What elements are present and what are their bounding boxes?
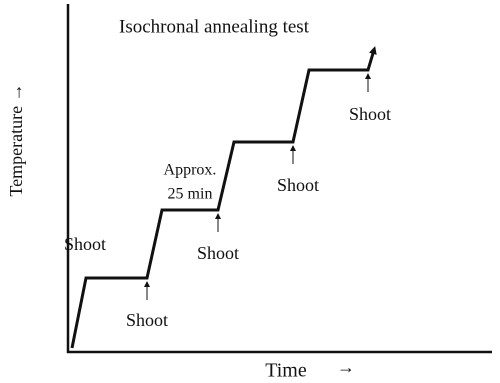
shoot-label: Shoot bbox=[277, 175, 319, 195]
shoot-label: Shoot bbox=[349, 104, 391, 124]
shoot-label: Shoot bbox=[197, 243, 239, 263]
duration-label: 25 min bbox=[168, 186, 213, 203]
y-axis-label: Temperature → bbox=[6, 83, 26, 196]
duration-label: Approx. bbox=[164, 162, 217, 179]
shoot-label: Shoot bbox=[64, 234, 106, 254]
shoot-label: Shoot bbox=[126, 310, 168, 330]
temperature-profile bbox=[70, 46, 377, 349]
title: Isochronal annealing test bbox=[119, 16, 310, 37]
x-axis-label: Time bbox=[265, 360, 307, 382]
x-axis-arrow: → bbox=[337, 357, 355, 377]
